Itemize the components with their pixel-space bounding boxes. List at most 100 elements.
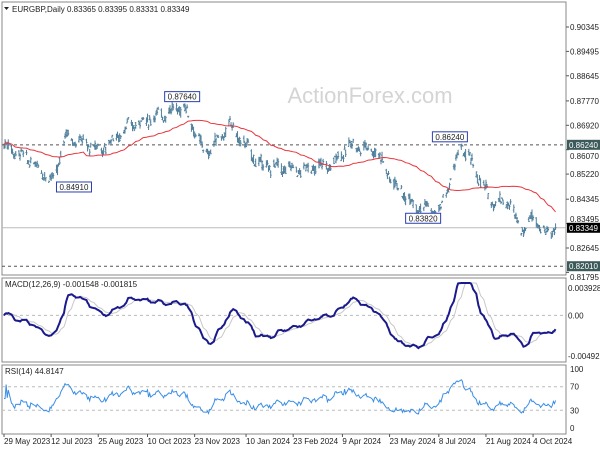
ohlc-bar bbox=[222, 135, 225, 141]
ohlc-bar bbox=[468, 151, 471, 156]
ohlc-bar bbox=[125, 126, 128, 130]
ohlc-bar bbox=[52, 172, 55, 179]
rsi-title: RSI(14) 44.8147 bbox=[5, 367, 64, 376]
ohlc-bar bbox=[422, 206, 425, 212]
price-annotation-box bbox=[431, 131, 468, 143]
ohlc-bar bbox=[27, 160, 30, 165]
ohlc-bar bbox=[56, 164, 59, 176]
ohlc-bar bbox=[438, 203, 441, 211]
ohlc-bar bbox=[280, 163, 283, 175]
ohlc-bar bbox=[220, 136, 223, 141]
ohlc-bar bbox=[487, 193, 490, 200]
ohlc-bar bbox=[132, 124, 135, 130]
ohlc-bar bbox=[127, 117, 130, 120]
ohlc-bar bbox=[539, 228, 542, 234]
ohlc-bar bbox=[453, 163, 456, 171]
ohlc-bar bbox=[502, 199, 505, 205]
date-tick-label: 9 Apr 2024 bbox=[342, 437, 381, 446]
ohlc-bar bbox=[329, 164, 332, 171]
price-bars bbox=[3, 101, 557, 240]
price-tick-label: 0.83495 bbox=[570, 215, 599, 224]
ohlc-bar bbox=[86, 144, 89, 152]
ohlc-bar bbox=[441, 200, 444, 204]
price-annotation-box bbox=[55, 181, 92, 193]
ohlc-bar bbox=[212, 140, 215, 147]
ohlc-bar bbox=[532, 215, 535, 221]
ohlc-bar bbox=[179, 107, 182, 118]
ohlc-bar bbox=[239, 140, 242, 147]
ohlc-bar bbox=[147, 124, 150, 130]
ohlc-bar bbox=[110, 138, 113, 145]
ohlc-bar bbox=[448, 182, 451, 190]
ohlc-bar bbox=[273, 163, 276, 168]
rsi-line bbox=[4, 379, 557, 415]
ohlc-bar bbox=[411, 198, 414, 202]
ohlc-bar bbox=[508, 204, 511, 210]
rsi-tick-label: 0 bbox=[570, 424, 575, 433]
ohlc-bar bbox=[269, 170, 272, 178]
price-tick-label: 0.81795 bbox=[570, 273, 599, 282]
price-tick-label: 0.86920 bbox=[570, 121, 599, 130]
ohlc-bar bbox=[50, 173, 53, 182]
ohlc-bar bbox=[387, 170, 390, 176]
ohlc-bar bbox=[364, 142, 367, 150]
price-tick-label: 0.84345 bbox=[570, 195, 599, 204]
ohlc-bar bbox=[394, 179, 397, 185]
ohlc-bar bbox=[478, 175, 481, 181]
ohlc-bar bbox=[472, 163, 475, 168]
ohlc-bar bbox=[514, 212, 517, 219]
ohlc-bar bbox=[202, 149, 205, 153]
price-tick-label: 0.89495 bbox=[570, 47, 599, 56]
ohlc-bar bbox=[228, 115, 231, 121]
macd-title: MACD(12,26,9) -0.001548 -0.001815 bbox=[5, 280, 138, 289]
ohlc-bar bbox=[498, 191, 501, 203]
ohlc-bar bbox=[242, 135, 245, 143]
ohlc-bar bbox=[97, 143, 100, 146]
ohlc-bar bbox=[87, 144, 90, 148]
ohlc-bar bbox=[524, 228, 527, 232]
ohlc-bar bbox=[13, 153, 16, 160]
ohlc-bar bbox=[367, 145, 370, 151]
ohlc-bar bbox=[449, 178, 452, 181]
ohlc-bar bbox=[299, 169, 302, 179]
ohlc-bar bbox=[22, 150, 25, 158]
ohlc-bar bbox=[439, 206, 442, 210]
ohlc-bar bbox=[160, 108, 163, 118]
ohlc-bar bbox=[217, 134, 220, 139]
ohlc-bar bbox=[302, 162, 305, 170]
ohlc-bar bbox=[389, 178, 392, 184]
ohlc-bar bbox=[292, 164, 295, 169]
ohlc-bar bbox=[119, 135, 122, 139]
ohlc-bar bbox=[47, 180, 50, 183]
ohlc-bar bbox=[96, 144, 99, 149]
ohlc-bar bbox=[170, 108, 173, 115]
macd-line bbox=[3, 282, 557, 350]
ohlc-bar bbox=[194, 133, 197, 138]
ohlc-bar bbox=[553, 228, 556, 236]
ohlc-bar bbox=[161, 116, 164, 121]
ohlc-bar bbox=[172, 103, 175, 111]
ohlc-bar bbox=[36, 160, 39, 167]
ohlc-bar bbox=[157, 106, 160, 110]
ohlc-bar bbox=[351, 143, 354, 149]
ohlc-bar bbox=[74, 142, 77, 148]
ohlc-bar bbox=[499, 200, 502, 205]
macd-tick-label: 0.003928 bbox=[568, 284, 600, 293]
ohlc-bar bbox=[314, 165, 317, 175]
ohlc-bar bbox=[11, 148, 14, 155]
ohlc-bar bbox=[72, 143, 75, 147]
ohlc-bar bbox=[476, 174, 479, 184]
price-tag-label: 0.83349 bbox=[569, 224, 598, 233]
ohlc-bar bbox=[14, 151, 17, 157]
collapse-triangle-icon[interactable] bbox=[4, 7, 9, 10]
ohlc-bar bbox=[82, 134, 85, 140]
ohlc-bar bbox=[357, 146, 360, 152]
rsi-tick-label: 100 bbox=[570, 365, 584, 374]
ohlc-bar bbox=[245, 142, 248, 148]
date-tick-label: 23 May 2024 bbox=[390, 437, 437, 446]
ohlc-bar bbox=[359, 151, 362, 157]
price-annotation-box bbox=[405, 212, 442, 224]
ohlc-bar bbox=[252, 154, 255, 165]
ohlc-bar bbox=[460, 143, 463, 150]
ohlc-bar bbox=[475, 171, 478, 178]
